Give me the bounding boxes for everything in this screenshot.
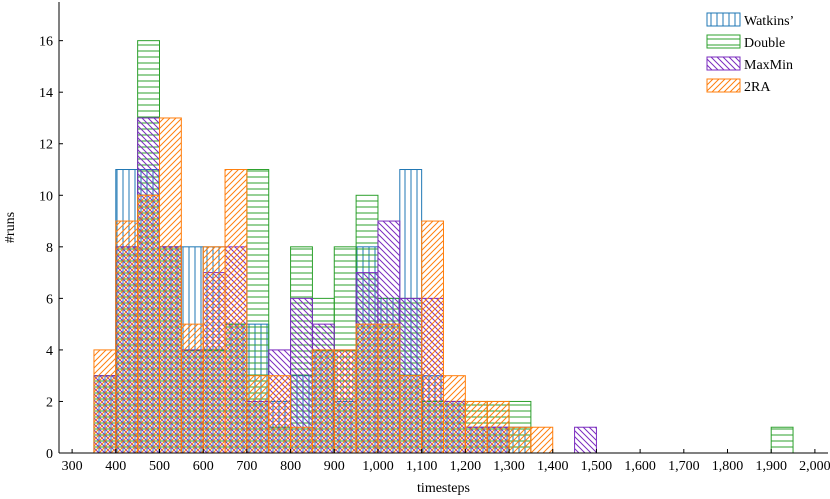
x-tick-label: 1,800 bbox=[712, 459, 744, 474]
y-tick-label: 12 bbox=[39, 138, 53, 153]
x-tick-label: 800 bbox=[280, 459, 301, 474]
x-tick-label: 1,100 bbox=[406, 459, 438, 474]
axes-layer: 300 400 500 600 700 800 900 1,000 1,100 1,200 1,30… bbox=[3, 2, 830, 496]
bar bbox=[530, 426, 554, 454]
y-tick-label: 0 bbox=[46, 447, 53, 462]
legend-swatch bbox=[706, 56, 741, 71]
x-tick-label: 1,900 bbox=[755, 459, 787, 474]
x-tick-label: 1,500 bbox=[581, 459, 613, 474]
bar bbox=[443, 375, 466, 454]
y-axis-label: #runs bbox=[3, 212, 18, 243]
bar bbox=[137, 194, 160, 454]
legend-item: 2RA bbox=[706, 78, 771, 95]
bar bbox=[355, 323, 379, 454]
y-tick-label: 6 bbox=[46, 292, 53, 307]
legend-label: Watkins’ bbox=[744, 14, 794, 29]
x-tick-label: 400 bbox=[105, 459, 126, 474]
legend-swatch bbox=[706, 12, 741, 27]
bar bbox=[224, 169, 248, 454]
bar bbox=[268, 375, 292, 454]
bar bbox=[333, 349, 357, 454]
x-tick-label: 500 bbox=[149, 459, 170, 474]
legend: Watkins’ Double MaxMin 2RA bbox=[706, 12, 794, 95]
legend-item: Double bbox=[706, 34, 785, 51]
x-tick-label: 700 bbox=[236, 459, 257, 474]
x-tick-label: 1,200 bbox=[450, 459, 482, 474]
x-axis-label: timesteps bbox=[417, 481, 470, 496]
bar bbox=[464, 400, 488, 454]
y-tick-label: 14 bbox=[39, 86, 53, 101]
x-tick-label: 1,700 bbox=[668, 459, 700, 474]
bar bbox=[770, 426, 794, 454]
x-tick-label: 2,000 bbox=[799, 459, 830, 474]
y-tick-label: 10 bbox=[39, 189, 53, 204]
x-tick-label: 300 bbox=[62, 459, 83, 474]
bars-layer bbox=[93, 40, 794, 454]
bar bbox=[311, 349, 335, 454]
legend-label: Double bbox=[744, 36, 785, 51]
x-tick-label: 600 bbox=[193, 459, 214, 474]
legend-swatch bbox=[706, 34, 741, 49]
x-tick-label: 1,400 bbox=[537, 459, 569, 474]
bar bbox=[180, 323, 204, 454]
bar bbox=[115, 220, 139, 454]
bar bbox=[399, 375, 423, 454]
legend-label: MaxMin bbox=[744, 58, 793, 73]
bar bbox=[246, 375, 270, 454]
series-4 bbox=[93, 117, 554, 454]
bar bbox=[574, 426, 597, 454]
bar bbox=[508, 426, 532, 454]
x-tick-label: 1,000 bbox=[362, 459, 394, 474]
bar bbox=[202, 246, 226, 454]
x-tick-label: 1,300 bbox=[493, 459, 525, 474]
legend-label: 2RA bbox=[744, 80, 771, 95]
y-tick-label: 16 bbox=[39, 35, 53, 50]
y-tick-label: 4 bbox=[46, 344, 53, 359]
bar bbox=[290, 426, 313, 454]
bar bbox=[421, 220, 445, 454]
bar bbox=[377, 323, 401, 454]
bar bbox=[158, 117, 182, 454]
bar bbox=[93, 349, 117, 454]
legend-item: MaxMin bbox=[706, 56, 793, 73]
x-tick-label: 900 bbox=[324, 459, 345, 474]
y-tick-label: 8 bbox=[46, 241, 53, 256]
bar bbox=[486, 400, 510, 454]
legend-swatch bbox=[706, 78, 741, 93]
x-tick-label: 1,600 bbox=[624, 459, 656, 474]
y-tick-label: 2 bbox=[46, 395, 53, 410]
legend-item: Watkins’ bbox=[706, 12, 794, 29]
